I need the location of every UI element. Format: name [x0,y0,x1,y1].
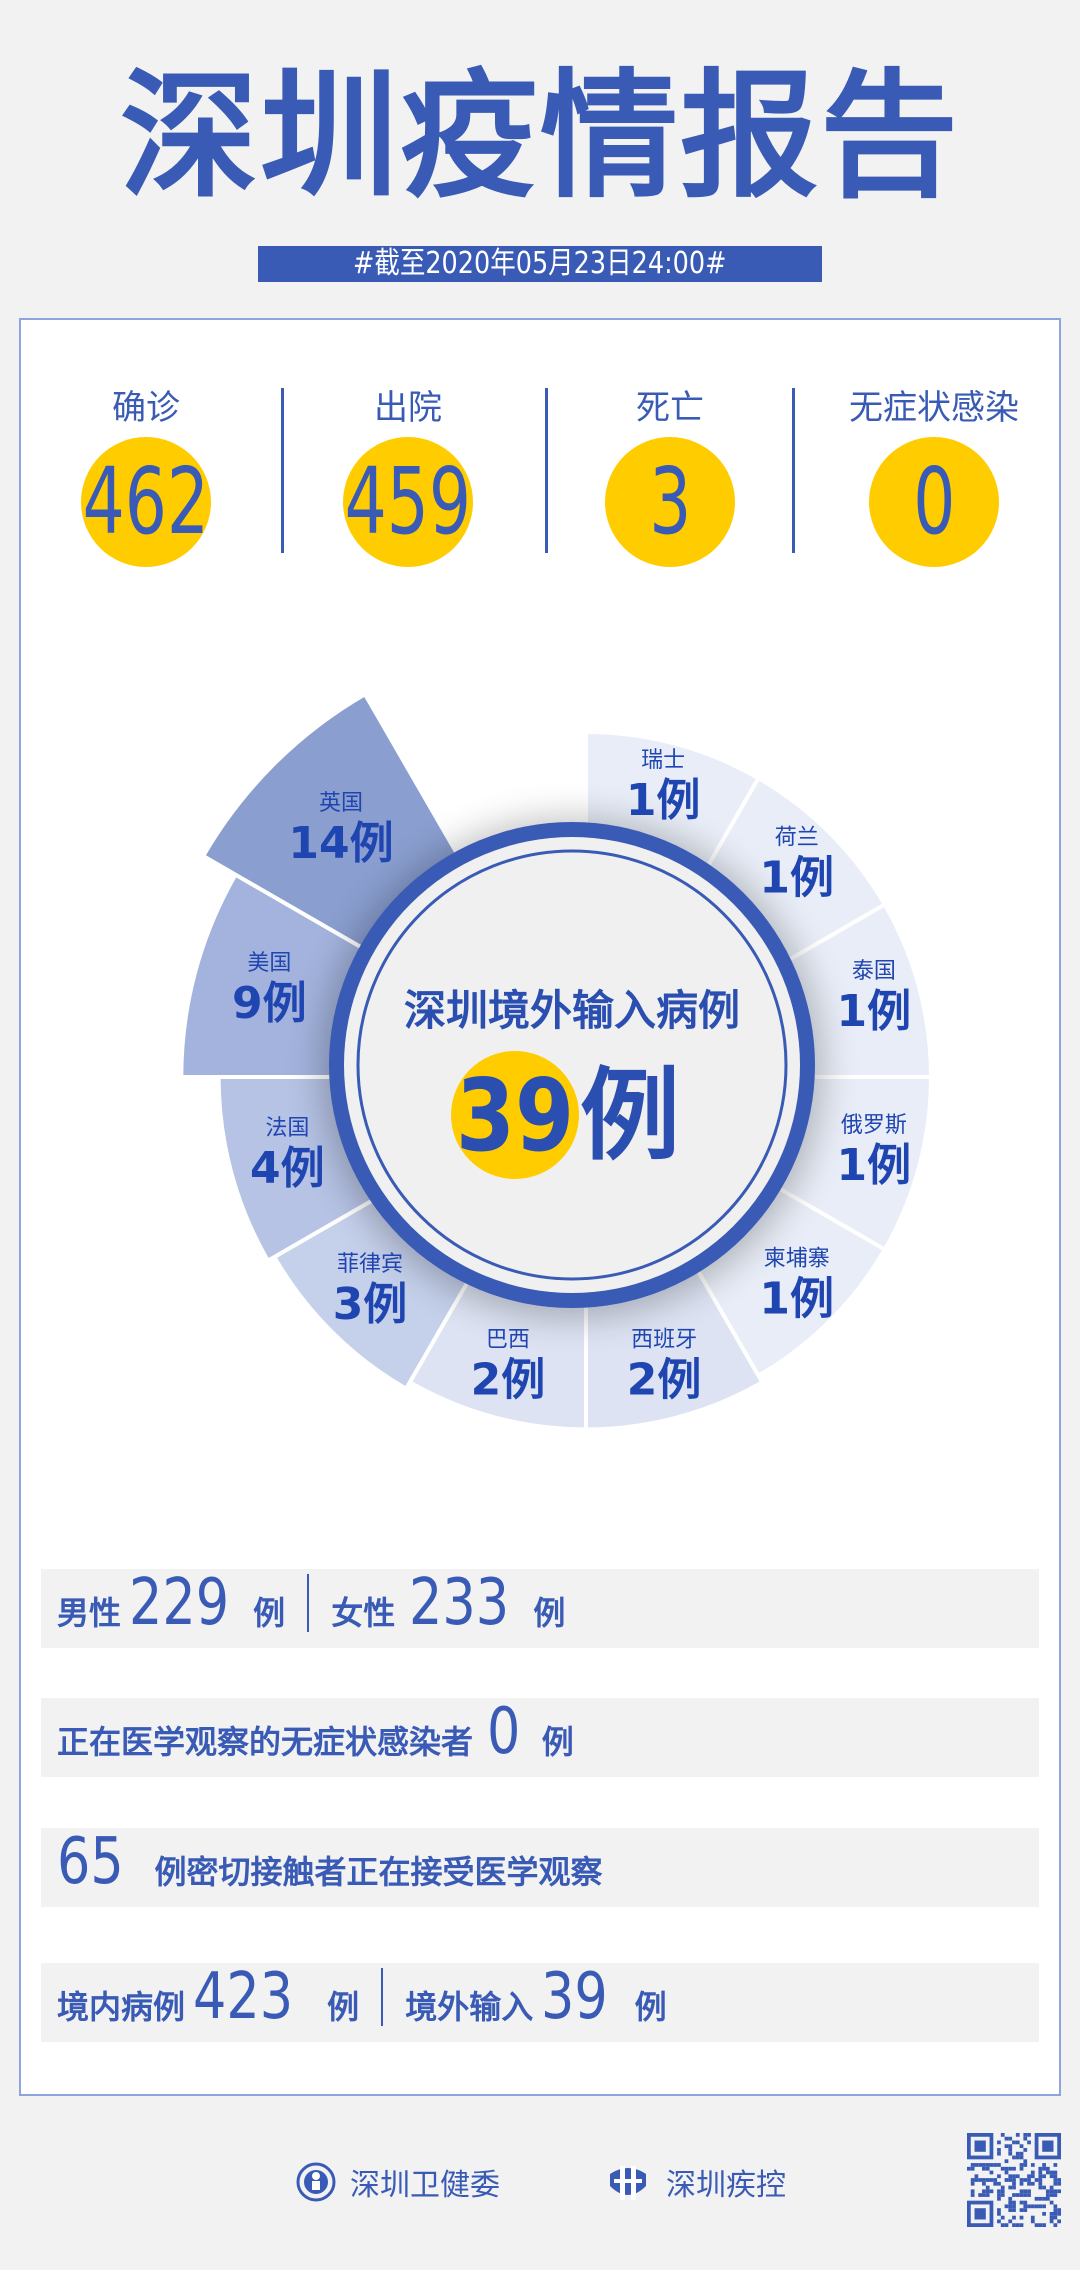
divider [307,1574,310,1632]
imported-cases-chart: 深圳境外输入病例 39 例 瑞士1例荷兰1例泰国1例俄罗斯1例柬埔寨1例西班牙2… [179,691,934,1432]
stat-value-asymptomatic: 0 [912,448,956,555]
footer-org-cdc: 深圳疾控 [604,2160,786,2204]
segment-label: 英国 [319,791,363,816]
stat-label-confirmed: 确诊 [112,388,180,428]
segment-value: 2例 [471,1354,546,1405]
divider [381,1968,384,2026]
stat-circle [605,437,735,567]
org1-name: 深圳卫健委 [350,2168,500,2203]
date-text: #截至2020年05月23日24:00# [353,246,727,281]
stat-label-deaths: 死亡 [636,388,704,428]
origin-row: 境内病例 423 例 境外输入 39 例 [41,1960,1039,2042]
stat-circle [343,437,473,567]
segment-label: 西班牙 [631,1327,697,1352]
total-circle [451,1051,579,1179]
center-disc [344,837,800,1293]
asymptomatic-value: 0 [487,1695,521,1769]
contacts-label: 例密切接触者正在接受医学观察 [154,1853,603,1891]
org2-name: 深圳疾控 [666,2168,786,2203]
unit: 例 [533,1594,566,1632]
segment-label: 菲律宾 [337,1252,403,1277]
imported-label: 境外输入 [405,1988,534,2026]
qr-code[interactable] [967,2133,1061,2227]
inner-ring [356,849,788,1281]
segment-value: 1例 [626,775,701,826]
asymptomatic-label: 正在医学观察的无症状感染者 [57,1723,474,1761]
segment-value: 1例 [837,986,912,1037]
segment-label: 瑞士 [641,748,685,773]
segment-value: 2例 [627,1354,702,1405]
imported-value: 39 [541,1960,608,2034]
total-value: 39 [456,1057,574,1173]
divider [545,388,548,553]
unit: 例 [253,1594,286,1632]
gender-row: 男性 229 例 女性 233 例 [41,1566,1039,1648]
segment-value: 1例 [759,1274,834,1325]
segment-value: 1例 [837,1140,912,1191]
total-unit: 例 [580,1057,680,1174]
segment-label: 荷兰 [775,825,819,850]
page-title: 深圳疫情报告 [119,56,960,217]
segment-value: 1例 [759,852,834,903]
contacts-row: 65 例密切接触者正在接受医学观察 [41,1825,1039,1907]
stat-label-discharged: 出院 [374,388,442,428]
segment-label: 巴西 [486,1327,530,1352]
stat-value-discharged: 459 [344,448,472,555]
asymptomatic-row: 正在医学观察的无症状感染者 0 例 [41,1695,1039,1777]
segment-value: 4例 [250,1143,325,1194]
health-commission-logo-icon [296,2162,336,2202]
stat-value-confirmed: 462 [82,448,210,555]
footer-org-health-commission: 深圳卫健委 [296,2160,500,2204]
unit: 例 [634,1988,667,2026]
male-value: 229 [129,1566,230,1640]
unit: 例 [541,1723,574,1761]
stat-circle [869,437,999,567]
unit: 例 [327,1988,360,2026]
contacts-value: 65 [57,1825,124,1899]
segment-label: 美国 [247,951,291,976]
segment-label: 泰国 [852,959,896,984]
segment-value: 3例 [333,1279,408,1330]
segment-label: 柬埔寨 [764,1247,830,1272]
female-label: 女性 [331,1594,396,1632]
local-label: 境内病例 [57,1988,186,2026]
male-label: 男性 [57,1594,122,1632]
segment-value: 9例 [232,978,307,1029]
date-banner: #截至2020年05月23日24:00# [258,246,822,282]
divider [792,388,795,553]
stat-value-deaths: 3 [648,448,692,555]
segment-value: 14例 [288,818,393,869]
chart-title: 深圳境外输入病例 [404,986,740,1035]
stat-circle [81,437,211,567]
female-value: 233 [409,1566,510,1640]
cdc-logo-icon [610,2166,646,2200]
segment-label: 俄罗斯 [841,1113,907,1138]
segment-label: 法国 [265,1116,309,1141]
divider [281,388,284,553]
stat-label-asymptomatic: 无症状感染 [849,388,1019,428]
local-value: 423 [193,1960,294,2034]
